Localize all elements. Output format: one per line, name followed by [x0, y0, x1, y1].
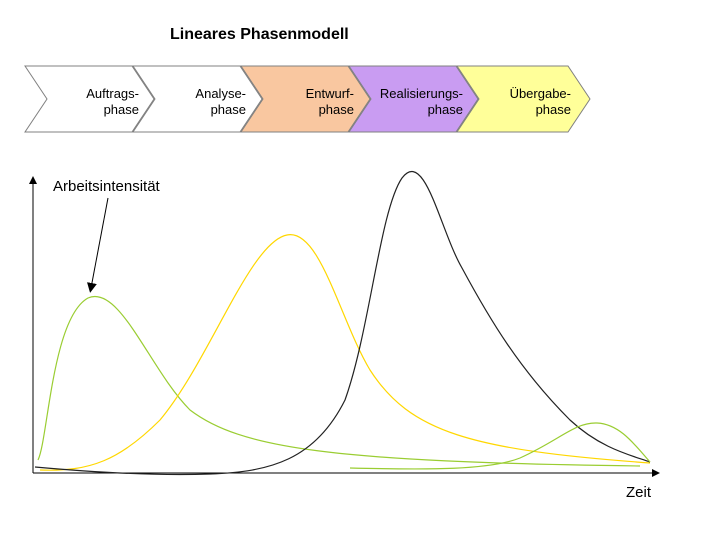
phase-uebergabe: Übergabe- phase [456, 65, 591, 133]
phase-chevron-shape [132, 65, 263, 133]
curve-auftragsphase [37, 295, 641, 467]
phase-chevrons: Auftrags- phase Analyse- phase Entwurf- … [24, 65, 591, 133]
phase-label-line2: phase [211, 102, 246, 117]
phase-analyse: Analyse- phase [132, 65, 263, 133]
phase-label-line1: Übergabe- [510, 86, 571, 101]
phase-label-line1: Auftrags- [86, 86, 139, 101]
phase-label-line1: Entwurf- [306, 86, 354, 101]
phase-entwurf: Entwurf- phase [240, 65, 371, 133]
curve-realisierungsphase [34, 170, 651, 476]
curve-uebergabephase [349, 422, 651, 470]
phase-chevron-shape [240, 65, 371, 133]
curve-analysephase [39, 234, 651, 471]
phase-label-line2: phase [319, 102, 354, 117]
phase-label-line2: phase [428, 102, 463, 117]
annotation-arrow [87, 197, 109, 293]
x-axis-label: Zeit [626, 484, 652, 501]
phase-chevron-shape [456, 65, 591, 133]
phase-realisierung: Realisierungs- phase [348, 65, 479, 133]
phase-label-line1: Analyse- [195, 86, 246, 101]
phase-label-line1: Realisierungs- [380, 86, 463, 101]
phase-label-line2: phase [104, 102, 139, 117]
phase-chevron-shape [24, 65, 155, 133]
diagram-title: Lineares Phasenmodell [170, 26, 349, 43]
phase-auftrag: Auftrags- phase [24, 65, 155, 133]
phase-label-line2: phase [536, 102, 571, 117]
phase-chevron-shape [348, 65, 479, 133]
annotation-label: Arbeitsintensität [53, 178, 161, 195]
